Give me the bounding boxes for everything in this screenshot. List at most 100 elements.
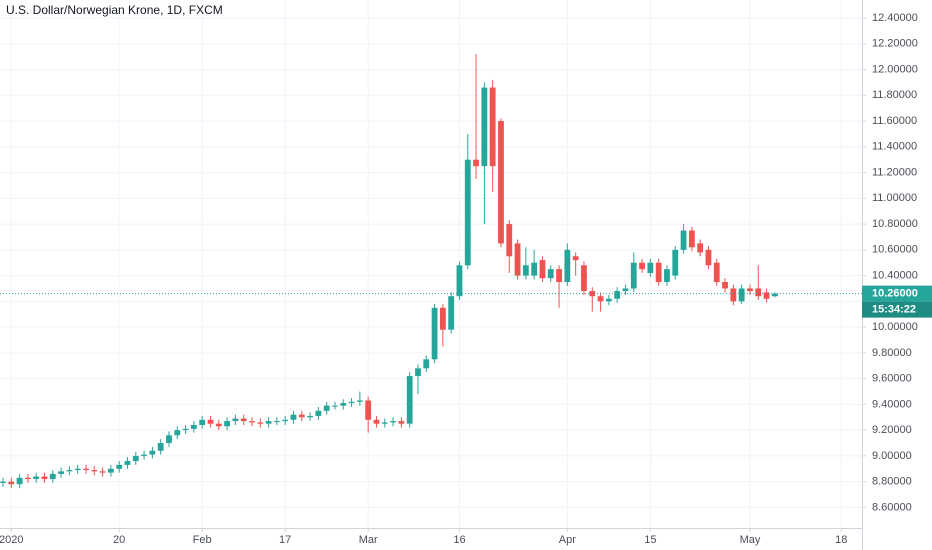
x-tick-label: 15 [644,534,656,546]
candle-body [273,421,280,423]
candle-body [630,262,637,289]
candle-body [763,292,770,299]
candle-body [398,421,405,424]
candle-body [307,415,313,418]
x-tick-label: 17 [279,534,291,546]
x-tick-label: May [740,534,761,546]
candle-body [132,455,139,462]
candle-body [323,405,330,411]
last-price-box [862,285,932,302]
candle-body [655,262,662,283]
candle-body [24,477,31,480]
y-tick-label: 12.00000 [872,63,918,75]
candle-body [315,410,322,416]
candle-body [556,269,562,283]
candle-body [224,421,230,427]
candle-body [99,471,106,473]
candle-body [498,121,504,244]
candle-body [522,265,529,276]
candle-body [713,262,720,283]
candle-body [672,249,679,276]
candle-body [157,443,164,451]
y-tick-label: 9.40000 [872,398,912,410]
candle-body [489,87,496,167]
candle-body [597,296,604,302]
y-tick-label: 9.80000 [872,347,912,359]
candle-body [639,262,645,270]
y-tick-label: 11.00000 [872,192,917,204]
candle-body [298,414,305,418]
candle-body [58,471,64,474]
candle-body [174,430,181,436]
candle-body [688,230,695,248]
candle-body [166,435,172,444]
candle-body [74,468,81,471]
candle-body [705,249,712,266]
candle-body [547,269,554,279]
candle-body [381,422,388,424]
last-price-label: 10.26000 [872,288,918,300]
candle-body [564,249,571,283]
y-tick-label: 9.20000 [872,424,912,436]
candle-body [755,288,762,297]
x-tick-label: 16 [453,534,465,546]
candle-body [664,269,670,283]
y-tick-label: 10.60000 [872,244,918,256]
candle-body [107,468,114,473]
candle-body [506,224,513,257]
y-tick-label: 8.60000 [872,501,912,513]
candle-body [614,291,621,299]
candle-body [116,464,123,469]
candle-body [232,418,239,422]
candle-body [738,288,745,302]
candle-body [697,243,704,253]
candle-body [91,470,98,472]
candle-body [423,359,430,369]
y-tick-label: 10.40000 [872,269,918,281]
candle-body [290,414,297,420]
candle-body [415,368,421,377]
candle-body [149,450,156,455]
candle-body [771,293,778,297]
candle-body [622,288,629,292]
candle-body [531,262,538,276]
candle-body [282,419,289,422]
countdown-box [862,301,932,318]
grid [0,0,862,528]
x-tick-label: 18 [835,534,847,546]
candle-body [83,468,89,471]
candle-body [190,424,197,429]
candle-body [747,288,753,292]
candle-body [730,288,737,302]
y-tick-label: 10.00000 [872,321,918,333]
y-tick-label: 11.80000 [872,89,917,101]
candle-body [16,477,23,485]
candle-body [356,400,363,402]
axis-labels: 8.60000 8.80000 9.00000 9.20000 9.40000 9.600… [0,12,932,546]
candle-body [514,243,521,276]
candle-body [680,230,687,250]
x-tick-label: 20 [113,534,125,546]
chart-title: U.S. Dollar/Norwegian Krone, 1D, FXCM [6,3,223,17]
candles [0,54,862,489]
candle-body [406,376,413,424]
candle-body [581,265,587,292]
candle-body [348,401,355,404]
y-tick-label: 9.60000 [872,373,912,385]
candle-body [439,307,446,330]
candle-body [539,260,546,279]
x-tick-label: Mar [359,534,378,546]
candle-body [390,421,396,423]
candle-body [199,419,206,425]
candle-body [33,476,40,480]
candle-body [572,256,579,261]
candle-body [41,476,48,480]
y-tick-label: 9.00000 [872,450,912,462]
candle-body [481,87,488,167]
candle-body [456,265,463,297]
candle-body [722,282,728,289]
y-tick-label: 12.20000 [872,38,918,50]
y-tick-label: 11.20000 [872,166,917,178]
